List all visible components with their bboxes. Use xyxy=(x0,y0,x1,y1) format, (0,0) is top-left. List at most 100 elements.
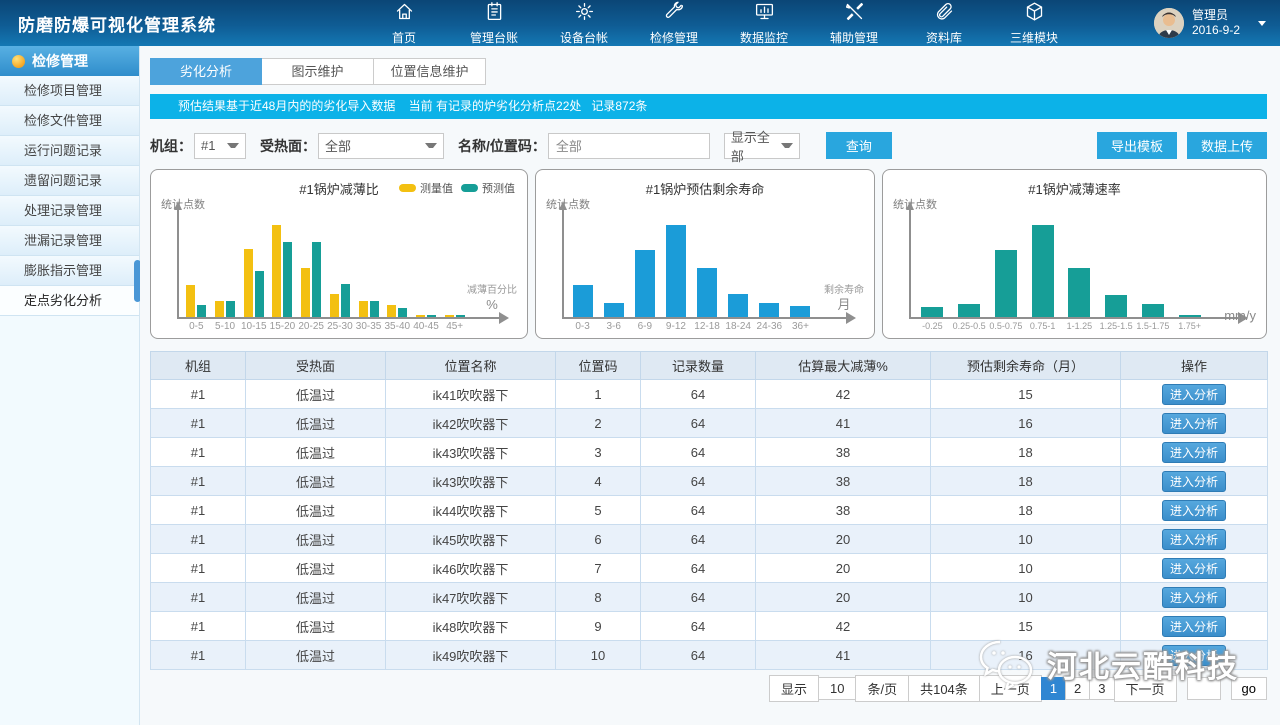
y-axis-arrow-icon xyxy=(906,197,914,210)
chevron-down-icon xyxy=(780,143,793,152)
sidebar-item[interactable]: 定点劣化分析 xyxy=(0,286,139,316)
enter-analysis-button[interactable]: 进入分析 xyxy=(1162,470,1226,492)
enter-analysis-button[interactable]: 进入分析 xyxy=(1162,586,1226,608)
table-row: #1 低温过 ik43吹吹器下 3 64 38 18 进入分析 xyxy=(150,437,1268,467)
bar xyxy=(444,315,454,317)
page-button-3[interactable]: 3 xyxy=(1089,677,1115,700)
cell-action: 进入分析 xyxy=(1120,611,1268,641)
nav-item-cube[interactable]: 三维模块 xyxy=(1006,1,1062,46)
cell-surface: 低温过 xyxy=(245,611,386,641)
sidebar-item[interactable]: 遗留问题记录 xyxy=(0,166,139,196)
table-header-cell: 估算最大减薄% xyxy=(755,351,931,380)
x-tick-label: 9-12 xyxy=(665,321,686,332)
nav-item-label: 首页 xyxy=(391,30,416,45)
go-button[interactable]: go xyxy=(1230,677,1267,700)
data-upload-button[interactable]: 数据上传 xyxy=(1186,132,1267,159)
goto-page-input[interactable] xyxy=(1186,677,1221,700)
next-page-button[interactable]: 下一页 xyxy=(1113,675,1177,702)
cell-count: 64 xyxy=(640,640,756,670)
sidebar-item[interactable]: 处理记录管理 xyxy=(0,196,139,226)
cell-name: ik42吹吹器下 xyxy=(385,408,556,438)
table-row: #1 低温过 ik42吹吹器下 2 64 41 16 进入分析 xyxy=(150,408,1268,438)
cell-code: 9 xyxy=(555,611,641,641)
cell-name: ik47吹吹器下 xyxy=(385,582,556,612)
x-tick-label: 30-35 xyxy=(355,321,382,332)
sidebar-scrollbar-thumb[interactable] xyxy=(134,260,141,302)
nav-item-paperclip[interactable]: 资料库 xyxy=(916,1,972,46)
export-template-button[interactable]: 导出模板 xyxy=(1096,132,1177,159)
bar xyxy=(243,249,253,317)
x-tick-label: 40-45 xyxy=(413,321,439,332)
table-header-cell: 操作 xyxy=(1120,351,1268,380)
sidebar-items: 检修项目管理 检修文件管理 运行问题记录 遗留问题记录 处理记录管理 泄漏记录管理 膨胀指示… xyxy=(0,76,139,316)
cell-code: 2 xyxy=(555,408,641,438)
cell-code: 3 xyxy=(555,437,641,467)
chart-legend: 测量值 预测值 xyxy=(399,180,515,196)
cube-icon xyxy=(1024,1,1045,27)
sidebar-item[interactable]: 运行问题记录 xyxy=(0,136,139,166)
cell-count: 64 xyxy=(640,553,756,583)
nav-item-tools[interactable]: 辅助管理 xyxy=(826,1,882,46)
enter-analysis-button[interactable]: 进入分析 xyxy=(1162,499,1226,521)
tab-item[interactable]: 位置信息维护 xyxy=(374,58,486,85)
tab-item[interactable]: 图示维护 xyxy=(262,58,374,85)
chevron-down-icon[interactable] xyxy=(1258,20,1266,30)
chart-category: 1.25-1.5 xyxy=(1098,212,1135,334)
table-row: #1 低温过 ik43吹吹器下 4 64 38 18 进入分析 xyxy=(150,466,1268,496)
sidebar-item[interactable]: 检修文件管理 xyxy=(0,106,139,136)
chart-category: 0.5-0.75 xyxy=(988,212,1025,334)
display-select[interactable]: 显示全部 xyxy=(723,130,800,164)
sidebar-item[interactable]: 膨胀指示管理 xyxy=(0,256,139,286)
nav-item-gear[interactable]: 设备台帐 xyxy=(556,1,612,46)
cell-name: ik43吹吹器下 xyxy=(385,437,556,467)
page-size-select[interactable]: 10 xyxy=(818,677,857,700)
tab-active[interactable]: 劣化分析 xyxy=(150,58,262,85)
chart-category: 12-18 xyxy=(692,212,723,334)
unit-select[interactable]: #1 xyxy=(194,132,246,159)
user-box[interactable]: 管理员 2016-9-2 xyxy=(1153,8,1266,38)
nav-item-wrench[interactable]: 检修管理 xyxy=(646,1,702,46)
enter-analysis-button[interactable]: 进入分析 xyxy=(1162,644,1226,666)
surface-select[interactable]: 全部 xyxy=(318,132,444,159)
chart-bars: -0.25 0.25-0.5 0.5-0.75 0.75-1 1-1.25 1.25-1.… xyxy=(914,212,1208,334)
main-content: 劣化分析 图示维护 位置信息维护 预估结果基于近48月内的的劣化导入数据 当前 有记… xyxy=(140,46,1280,725)
enter-analysis-button[interactable]: 进入分析 xyxy=(1162,528,1226,550)
home-icon xyxy=(394,1,415,27)
enter-analysis-button[interactable]: 进入分析 xyxy=(1162,441,1226,463)
user-name: 管理员 xyxy=(1191,8,1228,22)
chart-category: 0.75-1 xyxy=(1024,212,1061,334)
enter-analysis-button[interactable]: 进入分析 xyxy=(1162,557,1226,579)
nav-item-monitor[interactable]: 数据监控 xyxy=(736,1,792,46)
enter-analysis-button[interactable]: 进入分析 xyxy=(1162,615,1226,637)
enter-analysis-button[interactable]: 进入分析 xyxy=(1162,383,1226,405)
nav-item-ledger[interactable]: 管理台账 xyxy=(466,1,522,46)
chart-category: 15-20 xyxy=(268,212,297,334)
sidebar-item[interactable]: 检修项目管理 xyxy=(0,76,139,106)
x-tick-label: 36+ xyxy=(791,321,809,332)
nav-item-home[interactable]: 首页 xyxy=(376,1,432,46)
nav-item-label: 管理台账 xyxy=(469,30,518,45)
query-button[interactable]: 查询 xyxy=(825,132,892,159)
sidebar-item[interactable]: 泄漏记录管理 xyxy=(0,226,139,256)
bar-group xyxy=(1068,268,1091,317)
cell-thinning: 42 xyxy=(755,379,931,409)
cell-life: 10 xyxy=(930,582,1121,612)
bar-group xyxy=(215,301,236,317)
enter-analysis-button[interactable]: 进入分析 xyxy=(1162,412,1226,434)
sidebar-header[interactable]: 检修管理 xyxy=(0,46,139,76)
cell-surface: 低温过 xyxy=(245,408,386,438)
page-button-1[interactable]: 1 xyxy=(1040,677,1067,700)
cell-life: 18 xyxy=(930,495,1121,525)
bar xyxy=(994,250,1017,317)
cell-life: 16 xyxy=(930,408,1121,438)
prev-page-button[interactable]: 上一页 xyxy=(978,675,1042,702)
bar-group xyxy=(603,303,624,317)
chart-bars: 0-3 3-6 6-9 9-12 12-18 18-24 24-36 36+ xyxy=(567,212,816,334)
name-code-input[interactable] xyxy=(547,132,710,159)
cell-count: 64 xyxy=(640,611,756,641)
cell-life: 18 xyxy=(930,466,1121,496)
cell-life: 15 xyxy=(930,379,1121,409)
chart-bars: 0-5 5-10 10-15 15-20 20-25 25-30 30-35 35-40 40-… xyxy=(182,212,469,334)
page-button-2[interactable]: 2 xyxy=(1065,677,1091,700)
